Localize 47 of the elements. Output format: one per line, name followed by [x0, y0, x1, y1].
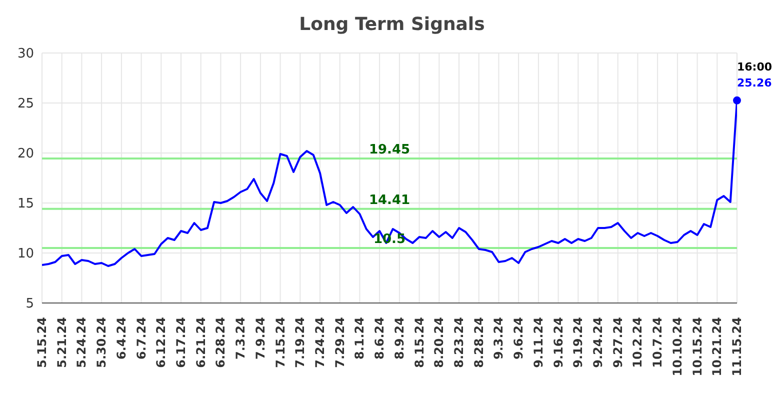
y-tick-label: 25 — [17, 96, 34, 112]
y-tick-label: 30 — [17, 46, 34, 62]
x-tick-label: 8.28.24 — [472, 317, 486, 368]
x-tick-label: 8.6.24 — [372, 317, 387, 360]
x-tick-label: 8.1.24 — [352, 317, 367, 360]
chart-title: Long Term Signals — [298, 14, 486, 35]
y-tick-label: 5 — [26, 296, 34, 312]
x-tick-label: 9.11.24 — [531, 317, 546, 368]
x-tick-label: 6.12.24 — [154, 317, 168, 368]
x-tick-label: 5.15.24 — [35, 317, 49, 368]
x-tick-label: 6.7.24 — [134, 317, 148, 360]
x-tick-label: 9.6.24 — [512, 317, 526, 360]
x-tick-label: 7.9.24 — [253, 317, 268, 360]
annotation: 16:00 — [737, 60, 772, 74]
x-tick-label: 9.19.24 — [571, 317, 586, 368]
ref-line-label: 19.45 — [368, 142, 410, 158]
x-tick-label: 7.24.24 — [313, 317, 327, 368]
x-tick-label: 8.20.24 — [432, 317, 446, 368]
x-tick-label: 5.21.24 — [54, 317, 69, 368]
x-tick-label: 9.16.24 — [551, 317, 566, 368]
x-tick-label: 6.17.24 — [174, 317, 188, 368]
x-tick-label: 5.24.24 — [74, 317, 89, 368]
x-tick-label: 10.10.24 — [670, 317, 684, 376]
x-tick-label: 7.3.24 — [234, 317, 248, 360]
data-label: 25.26 — [737, 76, 772, 90]
x-tick-label: 6.4.24 — [114, 317, 128, 360]
y-tick-label: 15 — [17, 196, 34, 212]
x-tick-label: 10.15.24 — [690, 317, 704, 376]
x-tick-label: 9.3.24 — [492, 317, 506, 360]
x-tick-label: 8.9.24 — [392, 317, 406, 360]
x-tick-label: 7.29.24 — [332, 317, 347, 368]
x-tick-label: 10.21.24 — [710, 317, 724, 376]
x-tick-label: 9.24.24 — [591, 317, 605, 368]
x-tick-label: 6.21.24 — [194, 317, 208, 368]
x-tick-label: 5.30.24 — [94, 317, 109, 368]
y-tick-label: 20 — [17, 146, 34, 162]
x-tick-label: 11.15.24 — [730, 317, 744, 376]
x-tick-label: 7.15.24 — [273, 317, 288, 368]
y-tick-label: 10 — [17, 246, 34, 262]
ref-line-label: 14.41 — [368, 192, 410, 208]
x-tick-label: 10.2.24 — [630, 317, 645, 368]
x-tick-label: 10.7.24 — [650, 317, 665, 368]
x-tick-label: 8.15.24 — [412, 317, 426, 368]
x-tick-label: 6.28.24 — [214, 317, 228, 368]
x-tick-label: 8.23.24 — [452, 317, 466, 368]
x-tick-label: 9.27.24 — [610, 317, 625, 368]
x-tick-label: 7.19.24 — [293, 317, 308, 368]
